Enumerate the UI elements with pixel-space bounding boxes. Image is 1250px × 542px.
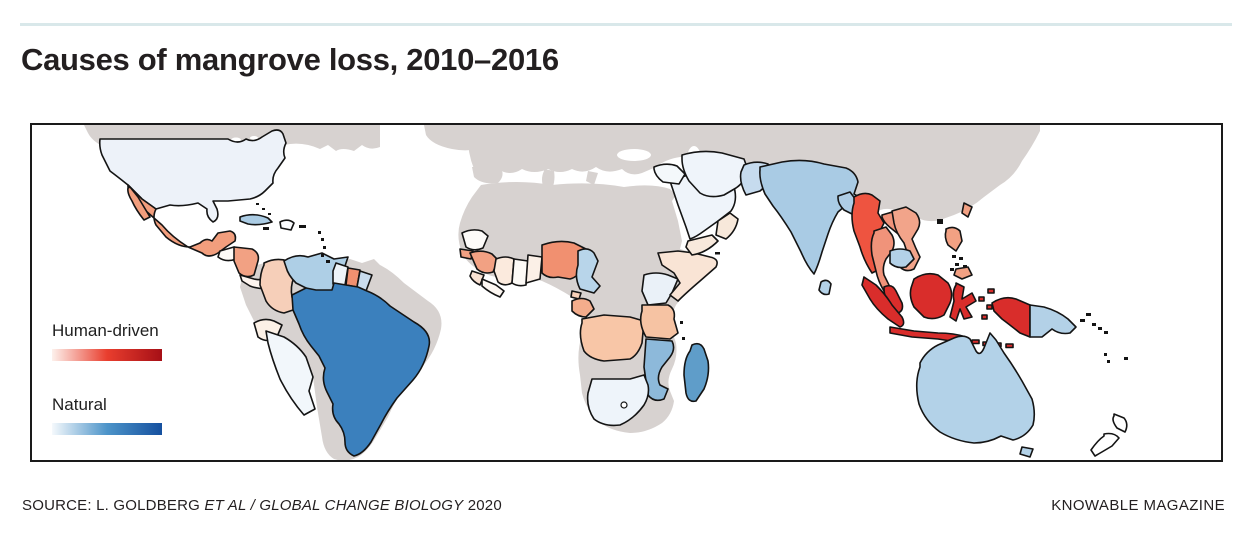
landmass-eurasia [467,125,1041,222]
landmass-iberia [472,167,503,184]
country-australia-tasmania [1019,446,1034,458]
country-philippines-luzon [944,226,963,252]
country-mexico-baja [127,186,151,221]
country-cameroon [575,248,601,294]
country-cambodia [889,248,915,269]
page-title: Causes of mangrove loss, 2010–2016 [21,42,559,77]
country-gabon [571,297,595,318]
world-map-panel: Human-driven Natural [30,123,1223,462]
country-indonesia-java [889,326,967,344]
legend-natural-label: Natural [52,395,107,414]
country-south-africa [586,374,650,427]
maluku-2 [986,304,993,310]
country-philippines-mindanao [953,266,973,280]
country-peru [265,330,316,416]
country-papua-new-guinea [1029,304,1077,338]
legend-human-label: Human-driven [52,321,159,340]
country-yemen [685,234,719,256]
source-prefix: SOURCE: L. GOLDBERG [22,497,205,514]
country-angola [579,314,645,362]
country-mozambique [643,338,675,402]
country-iraq [653,163,686,185]
country-kenya [641,272,679,306]
country-taiwan [961,202,973,218]
country-usa [98,129,287,223]
country-indonesia-sumatra [861,276,905,328]
landmass-korea [978,173,994,193]
country-new-zealand-south [1090,432,1120,457]
country-borneo [909,272,953,320]
map-legend: Human-driven Natural [50,321,162,435]
country-ghana [511,258,529,287]
accent-rule [20,23,1232,26]
maluku-1 [978,296,985,302]
country-madagascar [683,342,710,403]
legend-human-gradient [52,349,162,361]
legend-natural: Natural [50,395,162,435]
source-credit: SOURCE: L. GOLDBERG ET AL / GLOBAL CHANG… [22,497,502,514]
country-mexico [127,184,237,257]
source-suffix: 2020 [463,497,502,514]
country-eq-guinea [570,290,582,300]
country-liberia [481,278,505,298]
country-oman [715,212,739,240]
country-vietnam [891,206,921,272]
country-cuba [239,213,273,226]
country-new-zealand-north [1112,413,1128,433]
great-lake-3 [250,136,258,140]
country-senegal [461,229,489,251]
country-hispaniola [279,219,295,231]
country-indonesia-sulawesi [949,282,977,322]
black-sea [617,149,651,161]
small-island-marks [256,203,1128,363]
landmass-greece [586,171,598,185]
country-brazil [291,282,431,457]
landmass-japan [936,146,994,179]
country-guinea-bissau [459,248,474,260]
country-honduras-nicaragua [233,246,260,278]
source-italic: ET AL / GLOBAL CHANGE BIOLOGY [204,497,464,514]
country-thailand [870,226,895,292]
world-choropleth-map [84,125,1128,460]
legend-human-driven: Human-driven [50,321,162,361]
country-india [759,159,874,275]
legend-natural-gradient [52,423,162,435]
country-iran [681,150,749,198]
country-indonesia-papua [991,296,1031,338]
country-australia [915,332,1036,444]
lesser-sunda-4 [1005,343,1014,349]
country-cote-divoire [493,256,515,286]
country-sri-lanka [818,279,832,296]
country-sierra-leone [469,270,485,286]
country-tanzania [639,304,679,340]
halmahera [987,288,995,294]
country-togo-benin [525,254,543,284]
landmass-canada [84,125,380,151]
maluku-3 [981,314,988,320]
magazine-credit: KNOWABLE MAGAZINE [1051,497,1225,514]
lesser-sunda-1 [971,339,980,345]
lesotho-hole [620,401,628,409]
country-somalia [657,250,718,302]
